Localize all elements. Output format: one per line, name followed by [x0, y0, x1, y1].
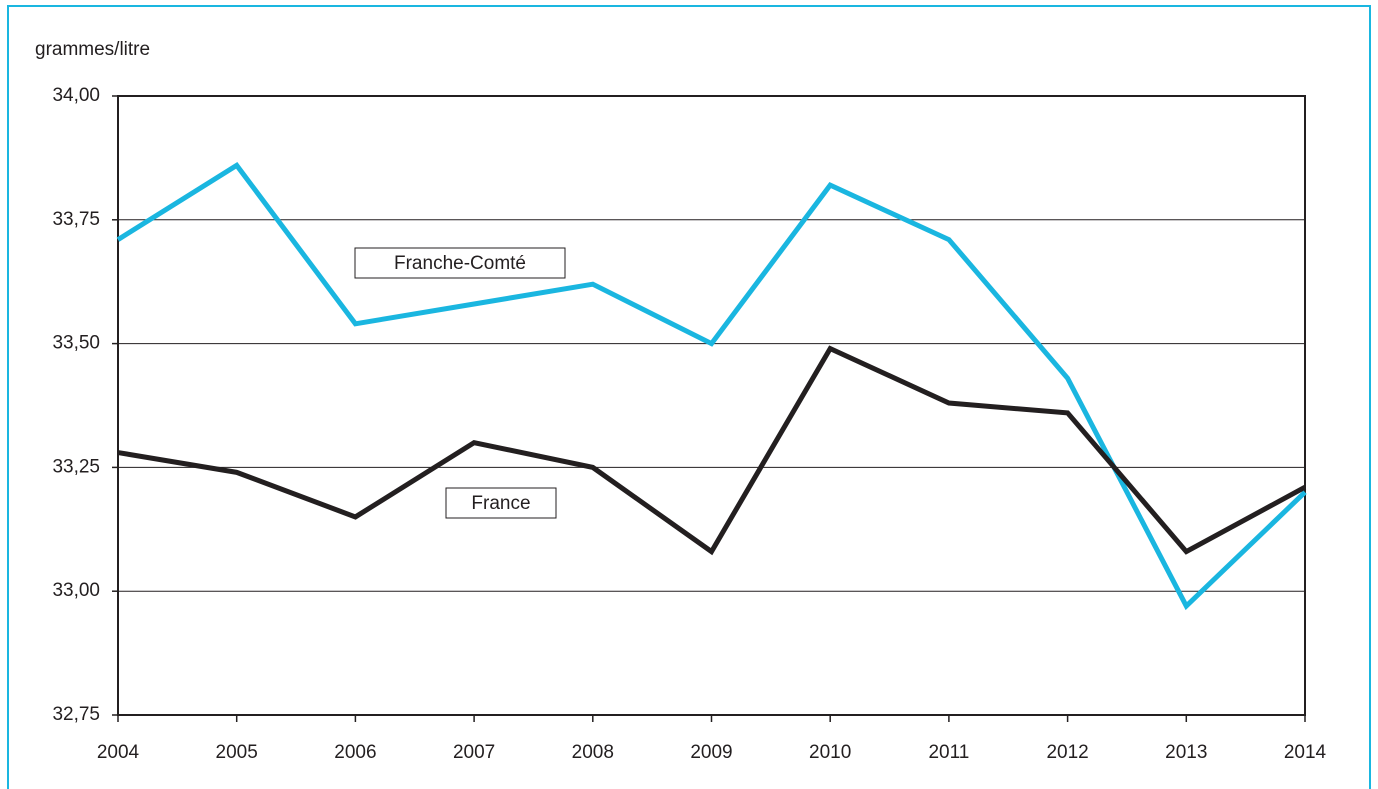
- series-line: [117, 345, 1307, 556]
- frame: [7, 5, 1371, 789]
- plot-area: [117, 95, 1306, 716]
- y-tick-label: 32,75: [52, 704, 100, 725]
- x-tick-label: 2007: [453, 742, 495, 763]
- x-tick-label: 2012: [1046, 742, 1088, 763]
- x-tick-label: 2006: [334, 742, 376, 763]
- y-tick-label: 34,00: [52, 85, 100, 106]
- x-tick-label: 2014: [1284, 742, 1327, 763]
- x-tick-label: 2013: [1165, 742, 1207, 763]
- series-line: [116, 161, 1307, 611]
- y-axis-label: grammes/litre: [35, 39, 150, 60]
- y-tick-label: 33,75: [52, 209, 100, 230]
- y-tick-label: 33,00: [52, 580, 100, 601]
- series-label-box: [445, 487, 557, 519]
- series-label-box: [354, 247, 566, 279]
- x-tick-label: 2005: [216, 742, 258, 763]
- series-label: France: [471, 493, 530, 514]
- x-tick-label: 2008: [572, 742, 614, 763]
- x-tick-label: 2010: [809, 742, 851, 763]
- series-label: Franche-Comté: [394, 253, 526, 274]
- y-tick-label: 33,25: [52, 456, 100, 477]
- x-tick-label: 2011: [928, 742, 969, 763]
- x-tick-label: 2009: [690, 742, 732, 763]
- x-tick-label: 2004: [97, 742, 140, 763]
- y-tick-label: 33,50: [52, 333, 100, 354]
